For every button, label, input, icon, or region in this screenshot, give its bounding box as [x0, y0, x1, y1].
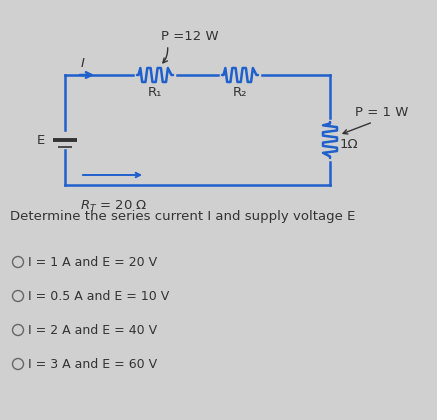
Text: I = 2 A and E = 40 V: I = 2 A and E = 40 V — [28, 323, 158, 336]
Text: Determine the series current I and supply voltage E: Determine the series current I and suppl… — [10, 210, 355, 223]
Text: P = 1 W: P = 1 W — [355, 105, 408, 118]
Text: I = 3 A and E = 60 V: I = 3 A and E = 60 V — [28, 357, 158, 370]
Text: 1Ω: 1Ω — [340, 139, 359, 152]
Text: I = 0.5 A and E = 10 V: I = 0.5 A and E = 10 V — [28, 289, 170, 302]
Text: I: I — [81, 57, 85, 70]
Text: R₂: R₂ — [233, 86, 247, 99]
Text: I = 1 A and E = 20 V: I = 1 A and E = 20 V — [28, 255, 158, 268]
Text: E: E — [37, 134, 45, 147]
Text: R₁: R₁ — [148, 86, 162, 99]
Text: $R_T$ = 20 $\Omega$: $R_T$ = 20 $\Omega$ — [80, 199, 147, 214]
Text: P =12 W: P =12 W — [161, 30, 218, 43]
